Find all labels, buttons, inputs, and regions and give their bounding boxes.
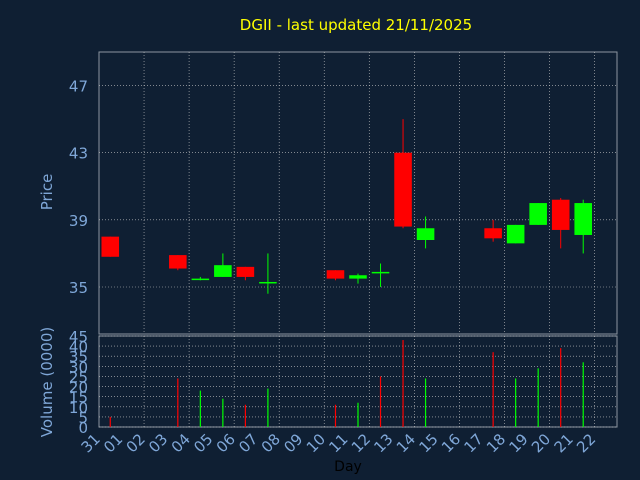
volume-bar <box>515 378 517 427</box>
candle-body <box>551 199 570 230</box>
volume-tick-label: 20 <box>69 379 88 397</box>
chart-title: DGII - last updated 21/11/2025 <box>240 16 472 34</box>
volume-tick-label: 25 <box>69 368 88 386</box>
candle-body <box>574 203 593 235</box>
candle <box>506 224 525 244</box>
x-ticks-group: 3101020304050607080910111213141516171819… <box>78 430 600 456</box>
price-panel-frame <box>98 51 618 335</box>
price-axis-label: Price <box>38 174 56 211</box>
candle-body <box>169 255 187 269</box>
volume-bar <box>492 352 494 427</box>
candle <box>371 263 390 287</box>
volume-tick-label: 30 <box>69 358 88 376</box>
volume-bar <box>334 404 337 427</box>
candle <box>416 216 435 249</box>
volume-tick-label: 40 <box>69 338 88 356</box>
candle-body <box>259 281 277 284</box>
candle-body <box>371 271 390 274</box>
volume-bar <box>222 398 224 427</box>
candle <box>236 266 255 281</box>
candle-body <box>214 265 232 277</box>
volume-bar <box>267 388 269 427</box>
candle <box>214 253 232 277</box>
price-tick-label: 43 <box>69 145 88 163</box>
volume-bars-group <box>109 340 584 427</box>
candle <box>529 203 547 225</box>
candle <box>326 270 345 281</box>
candle-body <box>416 228 435 240</box>
volume-tick-label: 45 <box>69 328 88 346</box>
volume-bar <box>402 340 404 427</box>
candles-group <box>101 119 593 294</box>
candle-body <box>506 224 525 244</box>
price-tick-label: 47 <box>69 78 88 96</box>
volume-bar <box>582 362 584 427</box>
price-grid <box>98 51 618 335</box>
volume-bar <box>537 368 539 427</box>
x-axis-label: Day <box>334 459 362 475</box>
candle-body <box>484 228 502 239</box>
candle <box>259 253 277 294</box>
candle <box>551 198 570 249</box>
candle <box>394 119 412 229</box>
volume-bar <box>244 404 246 427</box>
x-tick-label: 22 <box>573 430 599 456</box>
candle <box>101 236 120 257</box>
candle-body <box>394 152 412 227</box>
volume-tick-label: 0 <box>78 419 88 437</box>
price-tick-label: 35 <box>69 279 88 297</box>
volume-bar <box>199 390 201 427</box>
candle <box>169 255 187 271</box>
price-tick-label: 39 <box>69 212 88 230</box>
candle-body <box>236 266 255 277</box>
candle-body <box>101 236 120 257</box>
volume-bar <box>177 378 179 427</box>
candle <box>574 199 593 254</box>
volume-bar <box>560 348 562 427</box>
volume-axis-label: Volume (0000) <box>38 327 56 437</box>
candle-body <box>326 270 345 279</box>
volume-tick-label: 5 <box>78 409 88 427</box>
candle-body <box>191 278 210 281</box>
volume-bar <box>357 402 359 427</box>
volume-tick-label: 35 <box>69 348 88 366</box>
volume-bar <box>109 416 111 427</box>
candle-body <box>349 275 367 279</box>
volume-bar <box>379 376 382 427</box>
volume-bar <box>424 378 427 427</box>
candle <box>191 276 210 281</box>
volume-tick-label: 10 <box>69 399 88 417</box>
candle <box>484 219 502 242</box>
volume-tick-label: 15 <box>69 389 88 407</box>
candle-body <box>529 203 547 225</box>
candle <box>349 273 367 284</box>
